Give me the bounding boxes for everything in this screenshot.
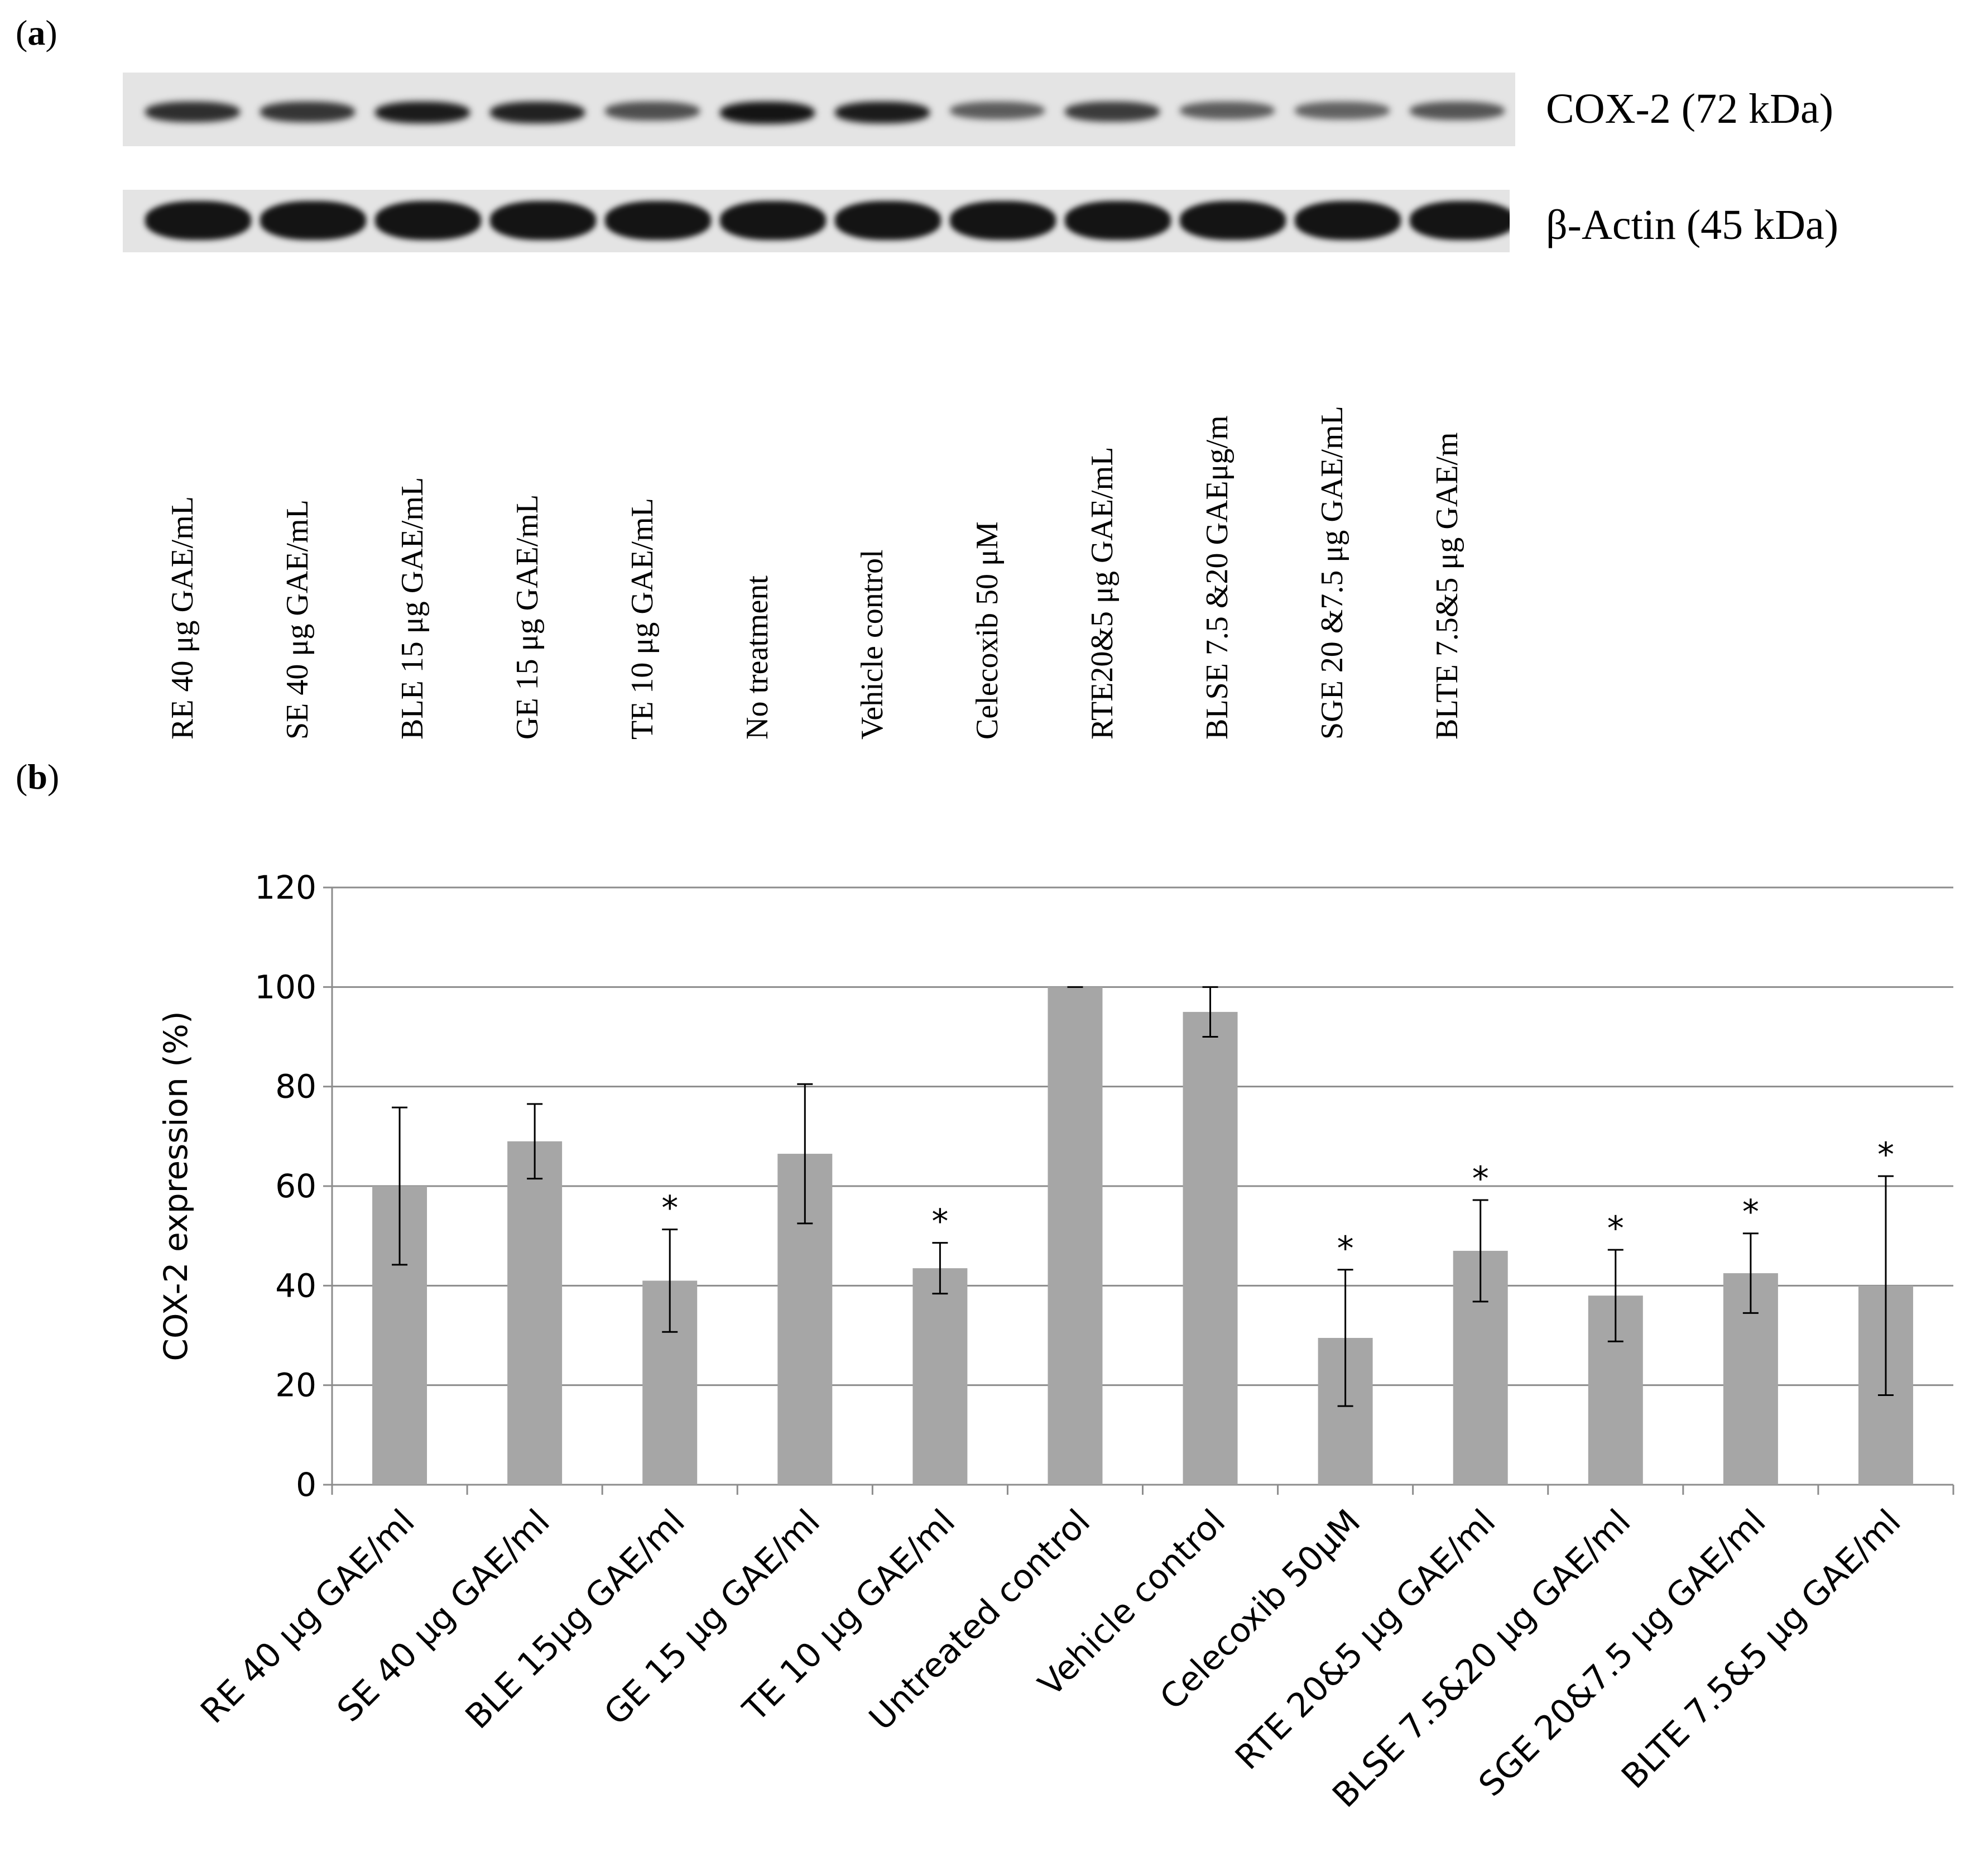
cox2-band <box>260 102 355 122</box>
y-tick-label: 60 <box>275 1167 316 1205</box>
y-tick-label: 100 <box>254 968 316 1006</box>
y-axis-label: COX-2 expression (%) <box>157 1011 195 1361</box>
lane-label: RTE20&5 μg GAE/mL <box>1085 447 1120 740</box>
y-tick-label: 120 <box>254 869 316 906</box>
significance-marker: * <box>1472 1159 1489 1198</box>
cox2-band <box>1065 102 1160 122</box>
significance-marker: * <box>1877 1135 1894 1174</box>
lane-label: BLSE 7.5 &20 GAEμg/m <box>1200 415 1235 740</box>
cox2-band <box>950 102 1045 120</box>
cox2-blot <box>123 73 1515 146</box>
lane-label: BLTE 7.5&5 μg GAE/m <box>1430 432 1464 740</box>
actin-band <box>1180 201 1286 240</box>
panel-a-label: (a) <box>16 13 57 52</box>
actin-band <box>720 201 826 240</box>
lane-label: SGE 20 &7.5 μg GAE/mL <box>1315 406 1349 740</box>
category-label: RTE 20&5 μg GAE/ml <box>1228 1502 1503 1777</box>
actin-band <box>605 201 711 240</box>
significance-marker: * <box>1607 1209 1624 1248</box>
actin-band <box>375 201 481 240</box>
y-tick-label: 80 <box>275 1068 316 1106</box>
lane-label: Celecoxib 50 μM <box>970 521 1005 740</box>
lane-label: GE 15 μg GAE/mL <box>510 494 545 740</box>
actin-band <box>260 201 366 240</box>
cox2-band <box>720 102 815 124</box>
actin-blot <box>123 190 1510 252</box>
cox2-band <box>835 102 930 124</box>
cox2-band <box>1295 102 1390 119</box>
significance-marker: * <box>931 1202 948 1241</box>
actin-band <box>1410 201 1510 240</box>
cox2-band <box>605 102 700 121</box>
cox2-band <box>1410 102 1505 120</box>
actin-band <box>1065 201 1171 240</box>
bar <box>1183 1011 1238 1485</box>
bar <box>1048 987 1103 1485</box>
actin-band <box>1295 201 1401 240</box>
cox2-band <box>490 102 585 123</box>
cox2-band <box>1180 102 1275 120</box>
cox2-band <box>145 102 240 123</box>
bar <box>507 1141 563 1485</box>
panel-b-label: (b) <box>16 757 60 797</box>
lane-label: Vehicle control <box>855 549 890 740</box>
y-tick-label: 40 <box>275 1266 316 1304</box>
significance-marker: * <box>1337 1229 1354 1268</box>
cox2-blot-label: COX-2 (72 kDa) <box>1546 85 1834 132</box>
category-label: SGE 20&7.5 μg GAE/ml <box>1471 1502 1773 1804</box>
actin-band <box>950 201 1056 240</box>
lane-label: BLE 15 μg GAE/mL <box>395 477 430 740</box>
y-tick-label: 0 <box>296 1466 316 1504</box>
significance-marker: * <box>661 1189 678 1228</box>
actin-band <box>145 201 251 240</box>
y-tick-label: 20 <box>275 1366 316 1404</box>
category-label: Untreated control <box>862 1502 1098 1738</box>
lane-label: SE 40 μg GAE/mL <box>280 500 315 740</box>
actin-blot-label: β-Actin (45 kDa) <box>1546 201 1839 248</box>
significance-marker: * <box>1742 1193 1759 1232</box>
actin-band <box>835 201 941 240</box>
actin-band <box>490 201 596 240</box>
cox2-band <box>375 102 470 124</box>
lane-label: No treatment <box>740 575 775 740</box>
lane-label: TE 10 μg GAE/mL <box>625 498 660 740</box>
bar <box>912 1268 968 1485</box>
category-label: BLTE 7.5&5 μg GAE/ml <box>1614 1502 1908 1796</box>
lane-label: RE 40 μg GAE/mL <box>165 496 200 740</box>
category-label: BLE 15μg GAE/ml <box>458 1502 693 1736</box>
